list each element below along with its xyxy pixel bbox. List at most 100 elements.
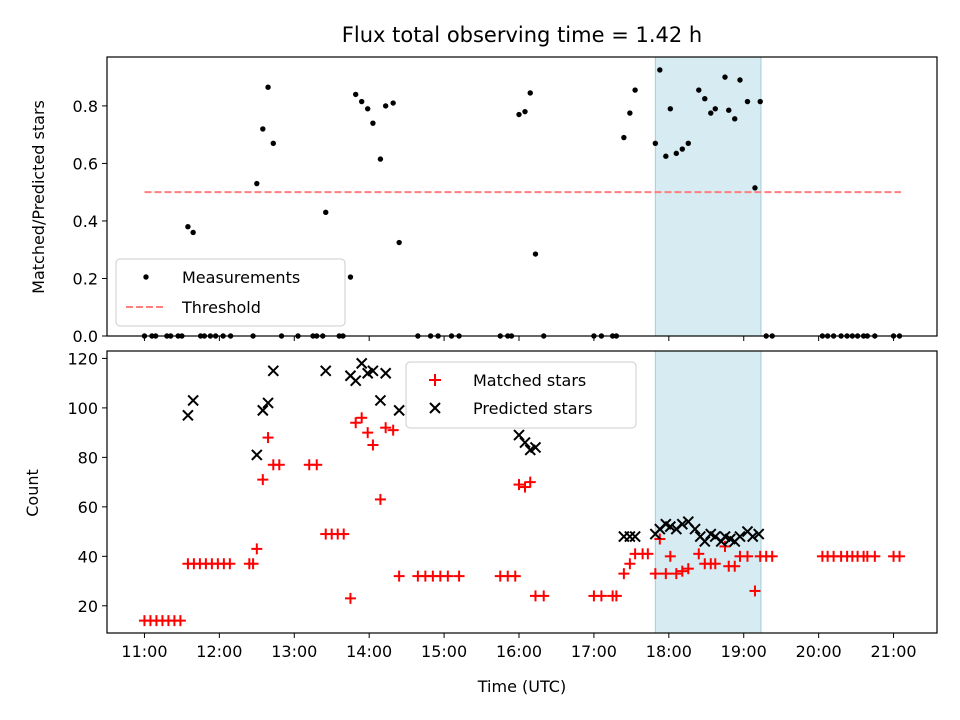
bottom-y-axis-label: Count: [23, 469, 42, 517]
matched-star-point: [649, 568, 661, 580]
predicted-star-point: [257, 404, 269, 417]
measurement-point: [370, 120, 376, 126]
x-tick-label: 15:00: [421, 642, 467, 661]
matched-star-point: [766, 550, 778, 562]
matched-star-point: [749, 585, 761, 597]
top-y-ticks: 0.0 0.2 0.4 0.6 0.8: [73, 97, 107, 346]
measurement-point: [347, 274, 354, 280]
top-legend: Measurements Threshold: [115, 258, 346, 327]
x-tick-label: 14:00: [346, 642, 392, 661]
x-tick-label: 19:00: [721, 642, 767, 661]
top-legend-box: [115, 258, 346, 327]
legend-measurements-label: Measurements: [182, 268, 300, 287]
measurement-point: [254, 180, 260, 187]
matched-star-point: [610, 590, 622, 602]
legend-threshold-label: Threshold: [181, 298, 261, 317]
matched-star-point: [519, 481, 531, 493]
predicted-star-point: [251, 449, 263, 461]
predicted-star-point: [393, 404, 405, 417]
legend-matched-marker: [429, 374, 441, 386]
bottom-axes-frame: [106, 350, 938, 634]
measurement-point: [632, 87, 638, 93]
highlight-span-rect: [654, 350, 762, 634]
bottom-y-tick-label: 60: [78, 498, 98, 517]
matched-star-point: [509, 570, 521, 582]
predicted-star-point: [753, 528, 765, 540]
matched-star-point: [393, 570, 405, 582]
matched-star-point: [682, 563, 694, 575]
measurement-point: [657, 67, 663, 73]
matched-star-point: [664, 550, 676, 562]
predicted-star-point: [699, 535, 711, 548]
highlight-span-rect: [654, 56, 762, 337]
measurement-point: [708, 110, 714, 116]
x-tick-label: 16:00: [496, 642, 542, 661]
measurement-point: [396, 239, 402, 246]
matched-star-point: [693, 548, 705, 560]
matched-star-point: [442, 570, 454, 582]
predicted-star-point: [624, 530, 636, 543]
legend-matched-label: Matched stars: [473, 371, 586, 390]
measurement-point: [757, 98, 763, 105]
matched-star-point: [538, 590, 550, 602]
predicted-star-point: [355, 357, 368, 370]
matched-star-point: [257, 474, 269, 486]
matched-star-point: [513, 479, 525, 491]
matched-star-point: [362, 427, 374, 439]
matched-star-point: [311, 459, 323, 471]
top-y-tick-label: 0.6: [73, 154, 98, 173]
matched-star-point: [453, 570, 465, 582]
matched-star-point: [741, 550, 753, 562]
x-tick-label: 12:00: [196, 642, 242, 661]
legend-measurements-marker: [143, 274, 149, 280]
predicted-star-point: [320, 365, 332, 377]
matched-star-point: [660, 568, 672, 580]
measurement-point: [323, 209, 329, 216]
measurement-point: [696, 87, 702, 93]
top-highlight-span: [654, 56, 762, 337]
top-y-axis-label: Matched/Predicted stars: [29, 100, 48, 294]
x-tick-label: 18:00: [646, 642, 692, 661]
predicted-stars-series: [182, 357, 765, 548]
measurement-point: [190, 229, 196, 236]
predicted-star-point: [664, 520, 677, 533]
bottom-legend-box: [405, 361, 637, 429]
matched-star-point: [869, 550, 881, 562]
predicted-star-point: [529, 441, 542, 454]
matched-star-point: [174, 615, 186, 627]
predicted-star-point: [374, 394, 387, 407]
x-tick-label: 21:00: [870, 642, 916, 661]
predicted-star-point: [676, 518, 689, 530]
matched-star-point: [624, 558, 636, 570]
matched-star-point: [273, 459, 285, 471]
measurement-point: [621, 134, 627, 141]
matched-star-point: [380, 422, 392, 434]
x-tick-label: 20:00: [796, 642, 842, 661]
matched-star-point: [709, 558, 721, 570]
top-x-ticks: [143, 336, 895, 341]
measurement-point: [516, 111, 522, 118]
top-y-tick-label: 0.8: [73, 97, 98, 116]
matched-star-point: [729, 560, 741, 572]
measurement-point: [663, 153, 669, 159]
measurement-point: [667, 106, 674, 112]
matched-star-point: [350, 417, 362, 429]
matched-star-point: [894, 550, 906, 562]
measurement-point: [382, 103, 389, 109]
legend-predicted-label: Predicted stars: [473, 399, 593, 418]
predicted-star-point: [747, 530, 759, 543]
matched-stars-series: [138, 412, 906, 627]
measurement-point: [270, 140, 276, 146]
measurement-point: [652, 140, 659, 146]
measurement-point: [532, 251, 539, 257]
measurement-point: [752, 185, 758, 191]
matched-star-point: [374, 493, 386, 505]
matched-star-point: [247, 558, 259, 570]
predicted-star-point: [367, 365, 379, 377]
predicted-star-point: [187, 394, 199, 407]
matched-star-point: [524, 476, 536, 488]
bottom-x-axis-label: Time (UTC): [477, 677, 566, 696]
matched-star-point: [356, 412, 368, 424]
bottom-y-tick-label: 80: [78, 448, 98, 467]
